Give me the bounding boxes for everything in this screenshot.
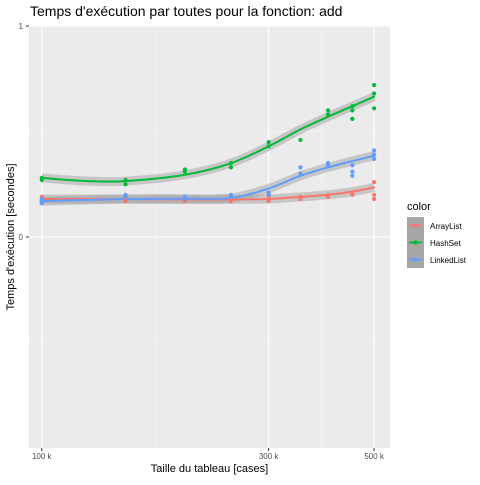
x-tick-label: 500 k — [364, 452, 385, 461]
data-point-hashset — [266, 144, 271, 149]
data-point-linkedlist — [298, 165, 303, 170]
legend: color ArrayList HashSet LinkedList — [407, 201, 467, 268]
data-point-linkedlist — [350, 163, 355, 168]
x-tick-label: 300 k — [259, 452, 280, 461]
data-point-arraylist — [372, 192, 377, 197]
data-point-linkedlist — [350, 169, 355, 174]
legend-item-arraylist: ArrayList — [407, 217, 462, 234]
data-point-hashset — [298, 137, 303, 143]
data-point-arraylist — [350, 192, 355, 197]
data-point-linkedlist — [182, 196, 188, 202]
y-axis: 01 — [19, 22, 29, 242]
data-point-linkedlist — [372, 152, 377, 157]
data-point-linkedlist — [372, 156, 377, 162]
data-point-linkedlist — [298, 171, 303, 176]
data-point-linkedlist — [266, 192, 271, 197]
data-point-hashset — [228, 165, 234, 170]
legend-key-point-linkedlist — [413, 257, 418, 262]
legend-item-hashset: HashSet — [407, 234, 461, 251]
data-point-hashset — [266, 139, 271, 145]
data-point-arraylist — [298, 196, 303, 202]
data-point-linkedlist — [123, 194, 128, 200]
data-point-hashset — [372, 91, 377, 96]
data-point-hashset — [325, 108, 331, 113]
data-point-arraylist — [325, 194, 331, 200]
data-point-hashset — [325, 112, 331, 117]
data-point-linkedlist — [372, 148, 377, 153]
data-point-hashset — [350, 116, 355, 121]
legend-key-point-hashset — [413, 240, 418, 245]
legend-label-arraylist: ArrayList — [430, 222, 462, 231]
data-point-hashset — [372, 82, 377, 88]
legend-title: color — [407, 201, 431, 213]
data-point-hashset — [39, 177, 44, 183]
fit-lines — [40, 95, 376, 203]
data-point-linkedlist — [228, 194, 234, 200]
data-point-hashset — [350, 108, 355, 113]
data-point-hashset — [350, 104, 355, 109]
legend-label-hashset: HashSet — [430, 239, 461, 248]
data-point-hashset — [123, 177, 128, 183]
legend-key-point-arraylist — [413, 223, 418, 228]
x-tick-label: 100 k — [32, 452, 53, 461]
data-point-arraylist — [266, 199, 271, 204]
legend-item-linkedlist: LinkedList — [407, 251, 467, 268]
data-point-linkedlist — [39, 201, 44, 206]
x-axis: 100 k 300 k 500 k — [32, 448, 385, 461]
y-tick-label: 0 — [19, 233, 24, 242]
fit-line-hashset — [40, 95, 376, 183]
legend-label-linkedlist: LinkedList — [430, 256, 467, 265]
data-point-hashset — [228, 161, 234, 166]
data-point-linkedlist — [350, 173, 355, 178]
data-point-arraylist — [372, 196, 377, 202]
data-point-linkedlist — [325, 161, 331, 166]
x-axis-label: Taille du tableau [cases] — [151, 463, 268, 475]
data-point-arraylist — [372, 180, 377, 185]
data-point-hashset — [372, 106, 377, 111]
y-axis-label: Temps d'exécution [secondes] — [5, 163, 17, 310]
data-points — [39, 82, 377, 206]
y-tick-label: 1 — [19, 22, 24, 31]
data-point-arraylist — [123, 199, 128, 204]
grid — [29, 25, 390, 448]
data-point-hashset — [123, 182, 128, 187]
fit-line-linkedlist — [40, 154, 376, 203]
chart-title: Temps d'exécution par toutes pour la fon… — [30, 3, 342, 19]
data-point-hashset — [182, 167, 188, 172]
